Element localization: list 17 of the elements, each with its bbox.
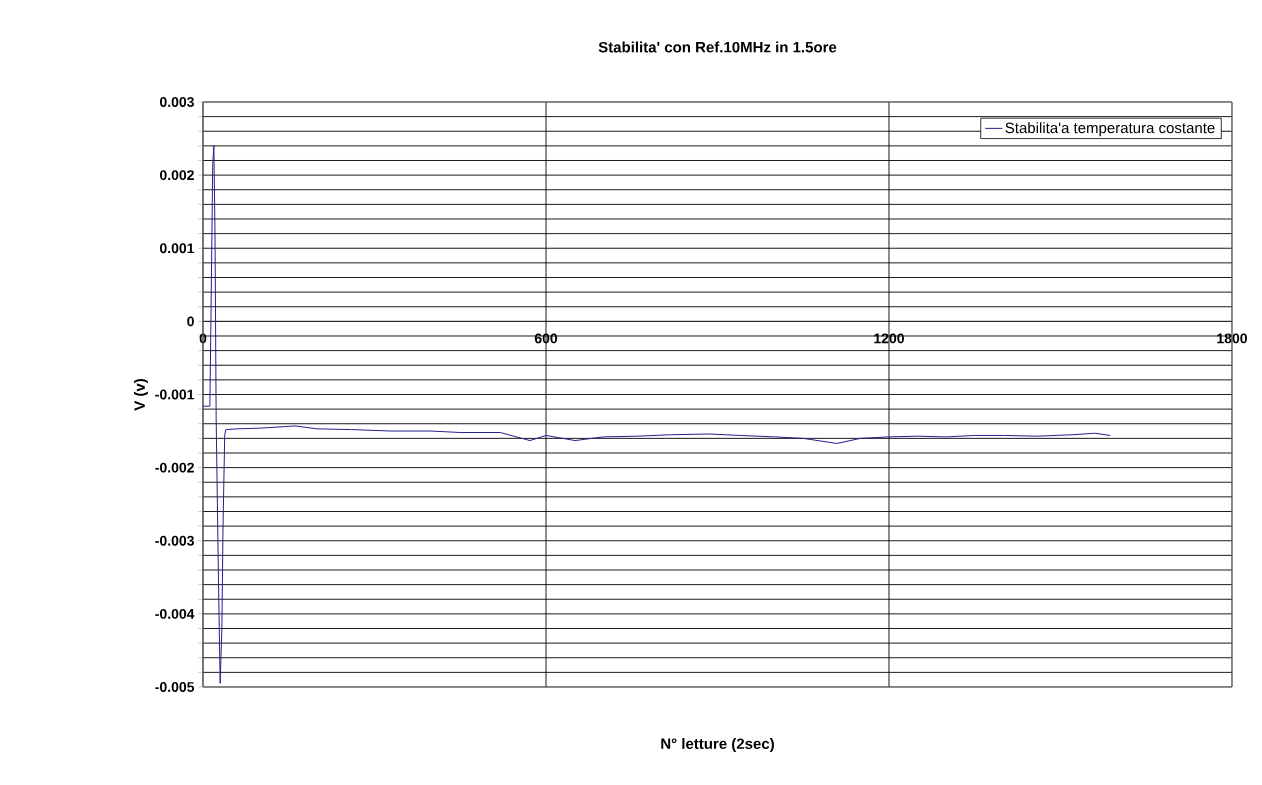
legend-label: Stabilita'a temperatura costante <box>1005 122 1215 137</box>
chart-title: Stabilita' con Ref.10MHz in 1.5ore <box>598 41 837 53</box>
y-tick-label: -0.004 <box>155 608 195 619</box>
x-tick-label: 0 <box>199 333 207 344</box>
y-tick-label: 0.003 <box>159 97 194 107</box>
y-axis-title: V (v) <box>133 379 148 411</box>
x-tick-label: 600 <box>534 333 558 344</box>
x-tick-label: 1200 <box>874 333 904 344</box>
y-tick-label: -0.005 <box>155 682 195 692</box>
y-tick-label: 0.001 <box>159 243 195 254</box>
y-tick-label: -0.002 <box>155 462 194 473</box>
y-tick-label: 0.002 <box>159 170 194 181</box>
x-tick-label: 1800 <box>1217 333 1247 344</box>
x-axis-title: N° letture (2sec) <box>661 737 774 752</box>
y-tick-label: -0.003 <box>155 535 194 546</box>
y-tick-label: -0.001 <box>155 389 195 400</box>
y-tick-label: 0 <box>187 316 194 327</box>
